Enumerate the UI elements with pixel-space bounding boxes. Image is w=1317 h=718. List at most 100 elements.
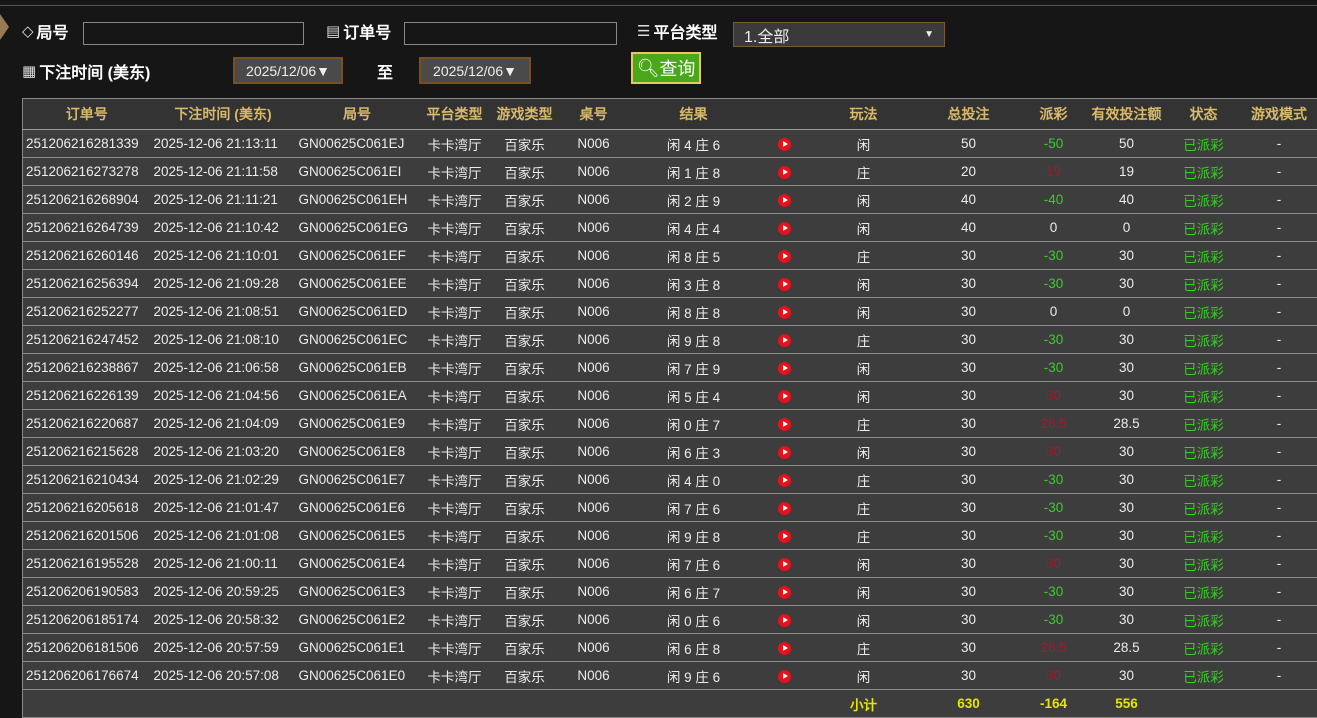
date-to-select[interactable]: 2025/12/06▼ bbox=[419, 57, 531, 84]
bet-time-cell: 2025-12-06 20:57:59 bbox=[150, 633, 296, 662]
status-cell: 已派彩 bbox=[1166, 185, 1241, 214]
table-header: 订单号 下注时间 (美东) 局号 平台类型 游戏类型 桌号 结果 玩法 总投注 派彩 有效投注额 状态… bbox=[22, 98, 1317, 130]
round-label: ◇ 局号 bbox=[22, 19, 69, 43]
play-icon[interactable] bbox=[778, 417, 791, 431]
query-button[interactable]: 🔍︎ 查询 bbox=[631, 52, 701, 84]
bet-type-cell: 庄 bbox=[810, 409, 917, 438]
play-icon[interactable] bbox=[778, 333, 791, 347]
play-icon[interactable] bbox=[778, 305, 791, 319]
platform-select[interactable]: 1.全部 ▼ bbox=[733, 22, 945, 47]
table-row: 251206206176674 2025-12-06 20:57:08 GN0062… bbox=[22, 661, 1317, 690]
date-from-select[interactable]: 2025/12/06▼ bbox=[233, 57, 343, 84]
total-bet-cell: 30 bbox=[916, 549, 1021, 578]
result-cell: 闲 4 庄 0 bbox=[628, 465, 759, 494]
round-id-cell: GN00625C061E4 bbox=[295, 549, 419, 578]
video-cell bbox=[758, 661, 811, 690]
game-mode-cell: - bbox=[1240, 157, 1317, 186]
table-row: 251206216205618 2025-12-06 21:01:47 GN0062… bbox=[22, 493, 1317, 522]
game-mode-cell: - bbox=[1240, 129, 1317, 158]
total-bet-cell: 30 bbox=[916, 661, 1021, 690]
status-cell: 已派彩 bbox=[1166, 661, 1241, 690]
table-no-cell: N006 bbox=[558, 129, 629, 158]
result-cell: 闲 2 庄 9 bbox=[628, 185, 759, 214]
platform-label-text: 平台类型 bbox=[653, 25, 718, 42]
play-icon[interactable] bbox=[778, 501, 791, 515]
status-cell: 已派彩 bbox=[1166, 269, 1241, 298]
platform-cell: 卡卡湾厅 bbox=[418, 185, 491, 214]
order-input[interactable] bbox=[404, 22, 617, 45]
platform-cell: 卡卡湾厅 bbox=[418, 549, 491, 578]
bet-time-cell: 2025-12-06 20:57:08 bbox=[150, 661, 296, 690]
result-cell: 闲 8 庄 5 bbox=[628, 241, 759, 270]
bet-type-cell: 闲 bbox=[810, 549, 917, 578]
round-input[interactable] bbox=[83, 22, 304, 45]
result-cell: 闲 5 庄 4 bbox=[628, 381, 759, 410]
subtotal-empty-cell bbox=[628, 689, 759, 718]
subtotal-empty-cell bbox=[558, 689, 629, 718]
platform-cell: 卡卡湾厅 bbox=[418, 521, 491, 550]
subtotal-payout: -164 bbox=[1020, 689, 1087, 718]
play-icon[interactable] bbox=[778, 557, 791, 571]
valid-bet-cell: 30 bbox=[1086, 269, 1167, 298]
video-cell bbox=[758, 605, 811, 634]
column-header bbox=[758, 98, 811, 130]
total-bet-cell: 30 bbox=[916, 521, 1021, 550]
platform-cell: 卡卡湾厅 bbox=[418, 325, 491, 354]
play-icon[interactable] bbox=[778, 137, 791, 151]
subtotal-label: 小计 bbox=[810, 689, 917, 718]
table-no-cell: N006 bbox=[558, 297, 629, 326]
table-row: 251206216260146 2025-12-06 21:10:01 GN0062… bbox=[22, 241, 1317, 270]
subtotal-valid-bet: 556 bbox=[1086, 689, 1167, 718]
subtotal-empty-cell bbox=[295, 689, 419, 718]
payout-cell: 28.5 bbox=[1020, 633, 1087, 662]
total-bet-cell: 30 bbox=[916, 605, 1021, 634]
top-divider bbox=[0, 5, 1317, 6]
play-icon[interactable] bbox=[778, 669, 791, 683]
subtotal-empty-cell bbox=[418, 689, 491, 718]
total-bet-cell: 30 bbox=[916, 493, 1021, 522]
table-row: 251206216201506 2025-12-06 21:01:08 GN0062… bbox=[22, 521, 1317, 550]
result-cell: 闲 9 庄 8 bbox=[628, 521, 759, 550]
payout-cell: -30 bbox=[1020, 353, 1087, 382]
payout-cell: 0 bbox=[1020, 213, 1087, 242]
play-icon[interactable] bbox=[778, 445, 791, 459]
bet-type-cell: 闲 bbox=[810, 297, 917, 326]
game-type-cell: 百家乐 bbox=[490, 465, 559, 494]
platform-cell: 卡卡湾厅 bbox=[418, 409, 491, 438]
column-header: 下注时间 (美东) bbox=[150, 98, 296, 130]
play-icon[interactable] bbox=[778, 529, 791, 543]
play-icon[interactable] bbox=[778, 193, 791, 207]
sidebar-toggle-icon[interactable] bbox=[0, 14, 9, 40]
play-icon[interactable] bbox=[778, 361, 791, 375]
round-id-cell: GN00625C061E9 bbox=[295, 409, 419, 438]
play-icon[interactable] bbox=[778, 473, 791, 487]
bet-type-cell: 闲 bbox=[810, 129, 917, 158]
table-no-cell: N006 bbox=[558, 213, 629, 242]
column-header: 玩法 bbox=[810, 98, 917, 130]
table-row: 251206216238867 2025-12-06 21:06:58 GN0062… bbox=[22, 353, 1317, 382]
game-mode-cell: - bbox=[1240, 633, 1317, 662]
platform-select-value: 1.全部 bbox=[744, 28, 790, 46]
round-id-cell: GN00625C061EC bbox=[295, 325, 419, 354]
total-bet-cell: 30 bbox=[916, 577, 1021, 606]
table-no-cell: N006 bbox=[558, 157, 629, 186]
status-cell: 已派彩 bbox=[1166, 493, 1241, 522]
bet-time-cell: 2025-12-06 21:11:58 bbox=[150, 157, 296, 186]
play-icon[interactable] bbox=[778, 221, 791, 235]
valid-bet-cell: 19 bbox=[1086, 157, 1167, 186]
status-cell: 已派彩 bbox=[1166, 633, 1241, 662]
play-icon[interactable] bbox=[778, 165, 791, 179]
status-cell: 已派彩 bbox=[1166, 549, 1241, 578]
play-icon[interactable] bbox=[778, 277, 791, 291]
game-type-cell: 百家乐 bbox=[490, 129, 559, 158]
table-row: 251206216215628 2025-12-06 21:03:20 GN0062… bbox=[22, 437, 1317, 466]
column-header: 订单号 bbox=[22, 98, 151, 130]
play-icon[interactable] bbox=[778, 641, 791, 655]
play-icon[interactable] bbox=[778, 585, 791, 599]
play-icon[interactable] bbox=[778, 613, 791, 627]
video-cell bbox=[758, 213, 811, 242]
payout-cell: 0 bbox=[1020, 297, 1087, 326]
valid-bet-cell: 30 bbox=[1086, 521, 1167, 550]
play-icon[interactable] bbox=[778, 249, 791, 263]
play-icon[interactable] bbox=[778, 389, 791, 403]
